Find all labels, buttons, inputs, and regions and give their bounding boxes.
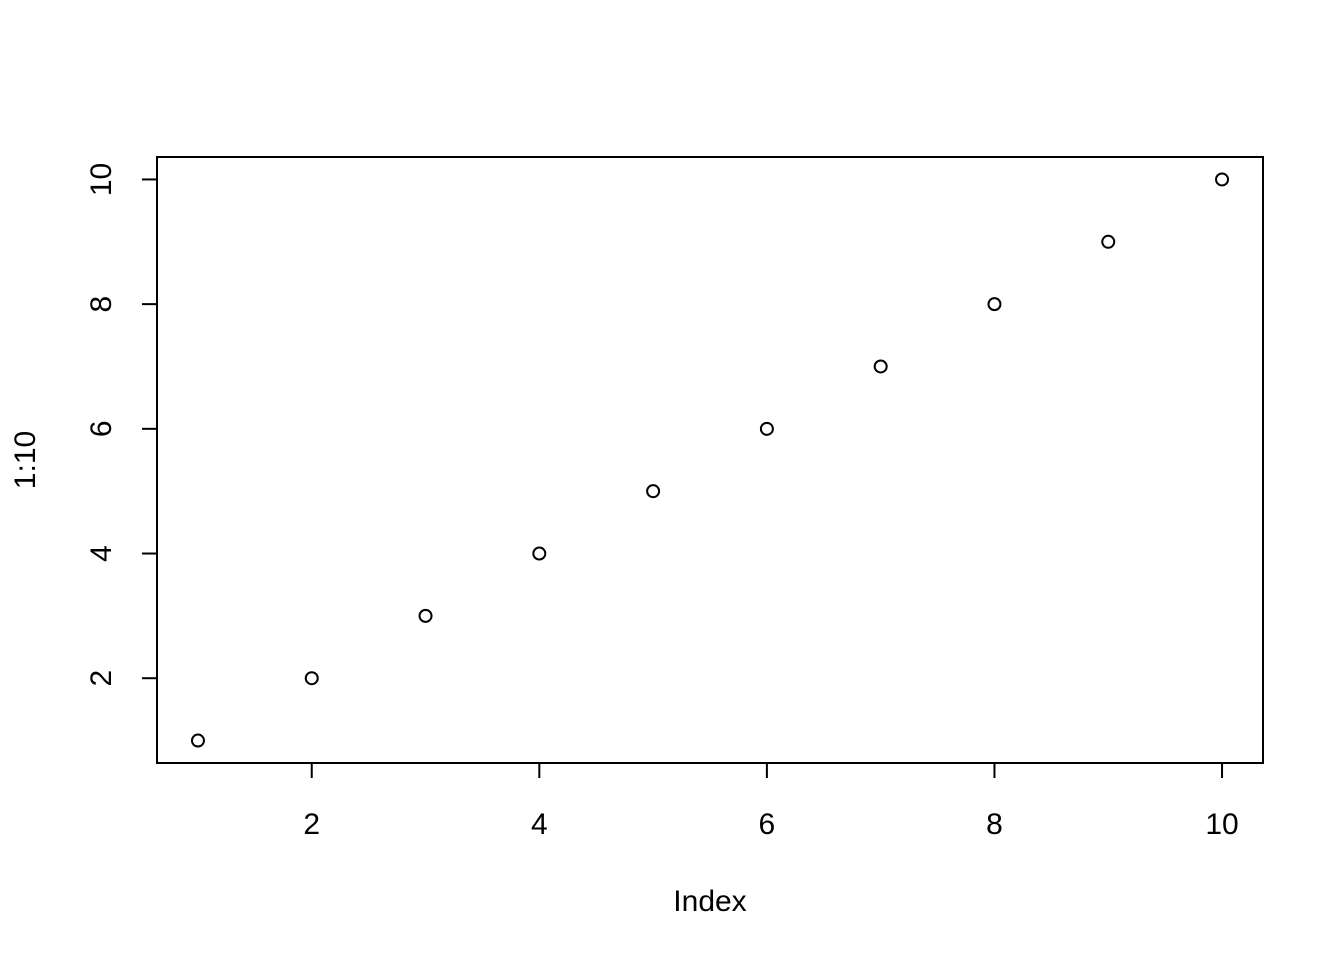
x-tick-label: 6 [759,808,776,841]
x-tick-label: 2 [303,808,320,841]
data-point [190,733,205,748]
y-axis-label: 1:10 [9,431,42,489]
data-point [418,608,433,623]
y-axis: 2 4 6 8 10 [85,163,158,687]
data-point [1215,172,1230,187]
x-tick-label: 4 [531,808,548,841]
data-point [646,484,661,499]
data-points [190,172,1230,748]
x-axis-label: Index [673,885,746,918]
y-tick-label: 6 [85,420,118,437]
y-tick-label: 10 [85,163,118,196]
plot-frame [156,156,1264,764]
data-point [304,671,319,686]
x-axis: 2 4 6 8 10 [303,762,1239,841]
data-point [873,359,888,374]
data-point [532,546,547,561]
data-point [1101,234,1116,249]
y-tick-label: 8 [85,296,118,313]
data-point [987,297,1002,312]
y-tick-label: 2 [85,670,118,687]
data-point [759,421,774,436]
x-tick-label: 10 [1205,808,1238,841]
x-tick-label: 8 [986,808,1003,841]
y-tick-label: 4 [85,545,118,562]
